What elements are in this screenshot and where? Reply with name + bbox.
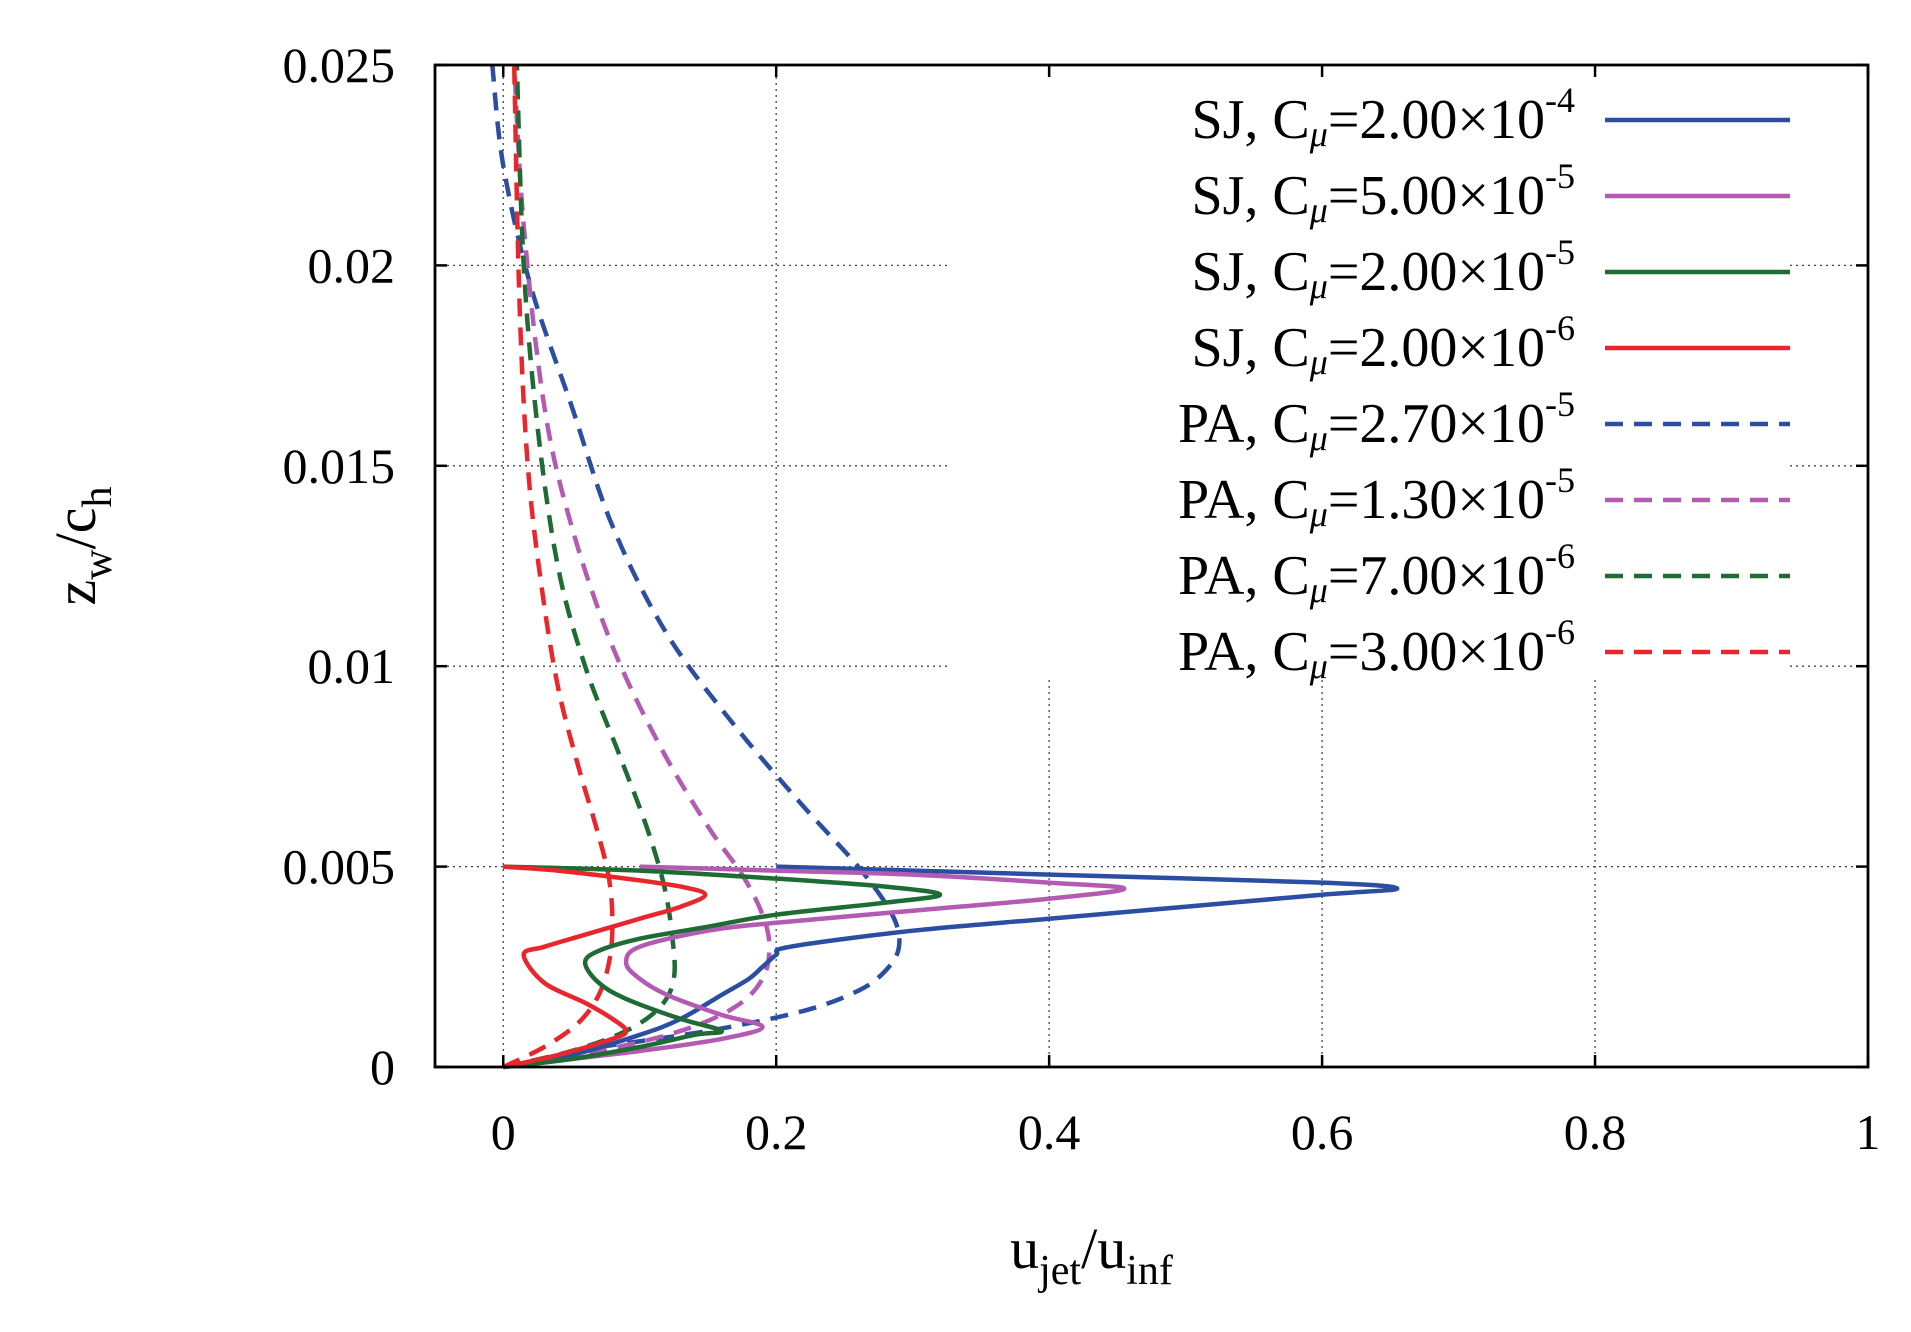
legend-series-name: SJ, C — [1191, 89, 1309, 151]
y-axis-label: zw/ch — [43, 487, 121, 606]
series-line-pa-7 — [502, 64, 615, 1070]
legend-series-name: PA, C — [1178, 621, 1310, 683]
legend-series-name: PA, C — [1178, 393, 1310, 455]
legend-label: SJ, Cμ=2.00×10-4 — [1191, 80, 1575, 154]
y-tick-label: 0.005 — [283, 839, 396, 895]
legend-cmu-exponent: -5 — [1545, 232, 1575, 272]
y-tick-label: 0.01 — [308, 638, 396, 694]
legend-mu: μ — [1309, 342, 1328, 382]
legend-mu: μ — [1309, 418, 1328, 458]
legend-series-name: PA, C — [1178, 545, 1310, 607]
x-tick-label: 0 — [491, 1104, 516, 1160]
y-axis-label-sub2: h — [75, 487, 121, 508]
legend-cmu-exponent: -6 — [1545, 308, 1575, 348]
legend-series-name: SJ, C — [1191, 241, 1309, 303]
legend-mu: μ — [1309, 114, 1328, 154]
x-axis-label-sub: jet — [1037, 1248, 1081, 1294]
y-tick-label: 0.025 — [283, 37, 396, 93]
legend-mu: μ — [1309, 646, 1328, 686]
legend-cmu-exponent: -5 — [1545, 156, 1575, 196]
legend-mu: μ — [1309, 190, 1328, 230]
legend: SJ, Cμ=2.00×10-4SJ, Cμ=5.00×10-5SJ, Cμ=2… — [1178, 80, 1790, 686]
legend-cmu-value: =2.00×10 — [1328, 89, 1545, 151]
x-tick-label: 0.4 — [1018, 1104, 1081, 1160]
legend-series-name: SJ, C — [1191, 317, 1309, 379]
y-axis-label-main: z — [43, 580, 108, 606]
legend-cmu-value: =2.00×10 — [1328, 317, 1545, 379]
legend-cmu-value: =3.00×10 — [1328, 621, 1545, 683]
legend-mu: μ — [1309, 570, 1328, 610]
legend-entry: PA, Cμ=7.00×10-6 — [1178, 536, 1790, 610]
legend-cmu-exponent: -5 — [1545, 460, 1575, 500]
legend-cmu-exponent: -4 — [1545, 80, 1575, 120]
legend-label: PA, Cμ=7.00×10-6 — [1178, 536, 1575, 610]
series-layer — [490, 64, 1400, 1070]
series-line-sj-0 — [502, 864, 1400, 1070]
y-tick-label: 0 — [370, 1039, 395, 1095]
plot-frame — [433, 63, 1870, 1069]
legend-entry: SJ, Cμ=5.00×10-5 — [1191, 156, 1790, 230]
x-axis-label-sep: / — [1081, 1216, 1098, 1281]
legend-label: PA, Cμ=2.70×10-5 — [1178, 384, 1575, 458]
legend-mu: μ — [1309, 494, 1328, 534]
x-axis-label: ujet/uinf — [1010, 1216, 1173, 1294]
x-axis-label-main: u — [1010, 1216, 1039, 1281]
series-line-sj-2 — [502, 864, 943, 1070]
x-tick-label: 0.2 — [745, 1104, 808, 1160]
x-tick-label: 0.8 — [1564, 1104, 1627, 1160]
y-axis-label-sub: w — [75, 549, 121, 580]
series-line-sj-1 — [502, 864, 1127, 1070]
series-line-sj-3 — [502, 864, 708, 1070]
legend-label: SJ, Cμ=5.00×10-5 — [1191, 156, 1575, 230]
series-line-pa-4 — [490, 64, 902, 1050]
legend-label: SJ, Cμ=2.00×10-5 — [1191, 232, 1575, 306]
y-axis-label-main2: c — [43, 508, 108, 534]
legend-cmu-exponent: -6 — [1545, 612, 1575, 652]
legend-cmu-value: =2.00×10 — [1328, 241, 1545, 303]
legend-cmu-value: =2.70×10 — [1328, 393, 1545, 455]
legend-entry: SJ, Cμ=2.00×10-4 — [1191, 80, 1790, 154]
legend-label: SJ, Cμ=2.00×10-6 — [1191, 308, 1575, 382]
x-axis-label-sub2: inf — [1126, 1248, 1173, 1294]
legend-cmu-value: =7.00×10 — [1328, 545, 1545, 607]
legend-series-name: PA, C — [1178, 469, 1310, 531]
legend-series-name: SJ, C — [1191, 165, 1309, 227]
x-tick-label: 1 — [1856, 1104, 1881, 1160]
legend-entry: SJ, Cμ=2.00×10-5 — [1191, 232, 1790, 306]
legend-label: PA, Cμ=3.00×10-6 — [1178, 612, 1575, 686]
legend-label: PA, Cμ=1.30×10-5 — [1178, 460, 1575, 534]
legend-entry: PA, Cμ=3.00×10-6 — [1178, 612, 1790, 686]
y-axis-label-sep: / — [43, 532, 108, 549]
series-line-pa-6 — [502, 64, 677, 1070]
ticks: 0 0.2 0.4 0.6 0.8 1 0 0.005 0.01 0.015 0.02 0.025 — [283, 37, 1881, 1160]
legend-entry: PA, Cμ=1.30×10-5 — [1178, 460, 1790, 534]
x-tick-label: 0.6 — [1291, 1104, 1354, 1160]
x-axis-label-main2: u — [1097, 1216, 1126, 1281]
y-tick-label: 0.02 — [308, 237, 396, 293]
legend-cmu-exponent: -6 — [1545, 536, 1575, 576]
y-tick-label: 0.015 — [283, 438, 396, 494]
legend-cmu-exponent: -5 — [1545, 384, 1575, 424]
series-line-pa-5 — [502, 64, 772, 1070]
plot-border — [433, 63, 1870, 1069]
legend-cmu-value: =1.30×10 — [1328, 469, 1545, 531]
legend-entry: SJ, Cμ=2.00×10-6 — [1191, 308, 1790, 382]
legend-cmu-value: =5.00×10 — [1328, 165, 1545, 227]
legend-entry: PA, Cμ=2.70×10-5 — [1178, 384, 1790, 458]
legend-mu: μ — [1309, 266, 1328, 306]
